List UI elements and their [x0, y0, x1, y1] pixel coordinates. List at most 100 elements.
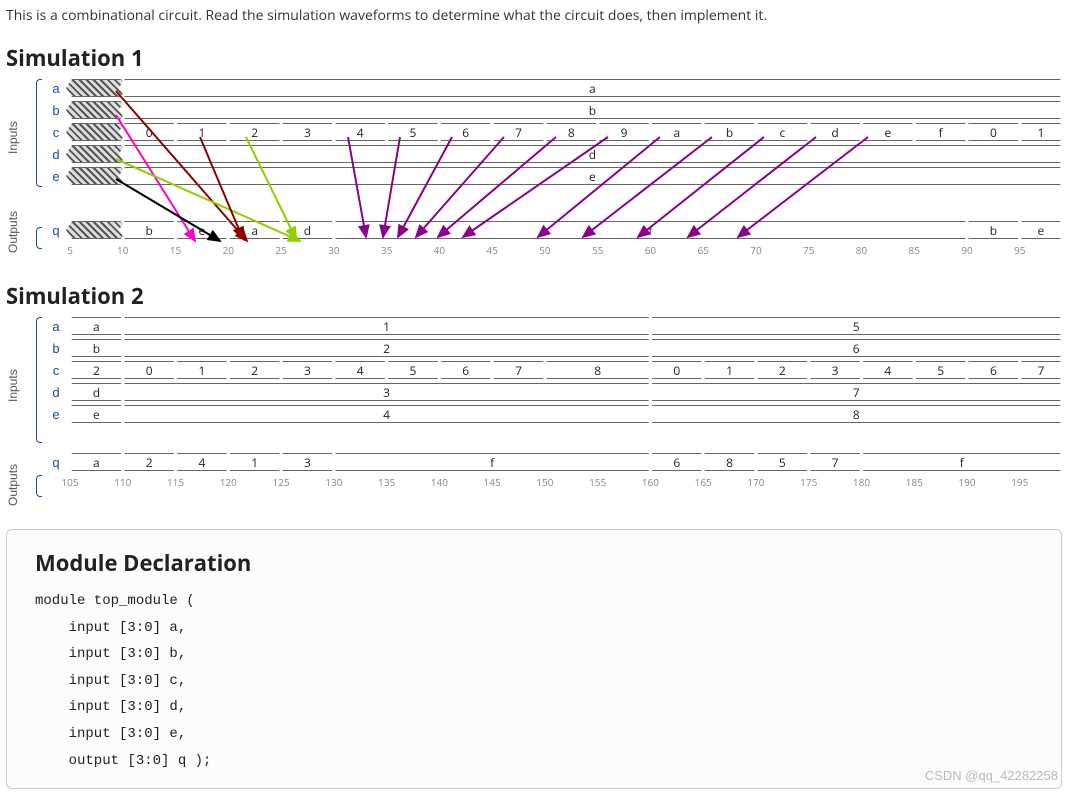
- wave-cell: [66, 145, 127, 163]
- time-tick: 185: [906, 475, 923, 489]
- wave-cell: 3: [277, 123, 338, 141]
- wave-cell: f: [330, 453, 655, 471]
- wave-cell: 2: [752, 361, 813, 379]
- time-tick: 30: [328, 243, 339, 257]
- sim1-row-b: bb: [42, 101, 1062, 119]
- time-tick: 20: [223, 243, 234, 257]
- inputs-bracket: [36, 79, 42, 187]
- wave-cell: f: [857, 453, 1066, 471]
- time-tick: 195: [1011, 475, 1028, 489]
- wave-cell: 6: [963, 361, 1024, 379]
- wave-cell: 0: [119, 361, 180, 379]
- time-tick: 45: [486, 243, 497, 257]
- wave-cell: b: [963, 221, 1024, 239]
- time-tick: 65: [697, 243, 708, 257]
- wave-cell: e: [66, 405, 127, 423]
- wave-cell: 3: [805, 361, 866, 379]
- sim2-row-d: dd37: [42, 383, 1062, 401]
- wave-cell: 4: [330, 361, 391, 379]
- time-tick: 190: [958, 475, 975, 489]
- time-tick: 5: [67, 243, 73, 257]
- time-tick: 165: [695, 475, 712, 489]
- signal-label-c2: c: [42, 361, 70, 379]
- wave-cell: e: [857, 123, 918, 141]
- wave-cell: 7: [488, 123, 549, 141]
- wave-cell: 6: [435, 361, 496, 379]
- wave-cell: 3: [277, 361, 338, 379]
- time-tick: 70: [750, 243, 761, 257]
- wave-cell: [66, 79, 127, 97]
- signal-label-a2: a: [42, 317, 70, 335]
- wave-cell: d: [277, 221, 338, 239]
- time-tick: 150: [536, 475, 553, 489]
- wave-cell: 2: [66, 361, 127, 379]
- sim1-row-q: qbeadfbe: [42, 221, 1062, 239]
- time-tick: 115: [167, 475, 184, 489]
- wave-cell: c: [752, 123, 813, 141]
- time-tick: 50: [539, 243, 550, 257]
- wave-cell: [66, 123, 127, 141]
- wave-cell: 0: [119, 123, 180, 141]
- time-tick: 140: [431, 475, 448, 489]
- wave-cell: e: [172, 221, 233, 239]
- wave-cell: [66, 221, 127, 239]
- sim1-row-a: aa: [42, 79, 1062, 97]
- time-tick: 60: [645, 243, 656, 257]
- time-tick: 160: [642, 475, 659, 489]
- time-tick: 170: [747, 475, 764, 489]
- signal-label-a: a: [42, 79, 70, 97]
- wave-cell: f: [910, 123, 971, 141]
- module-declaration-box: Module Declaration module top_module ( i…: [6, 529, 1062, 789]
- signal-label-q: q: [42, 221, 70, 239]
- wave-cell: d: [66, 383, 127, 401]
- signal-label-b2: b: [42, 339, 70, 357]
- wave-cell: 7: [488, 361, 549, 379]
- signal-label-d: d: [42, 145, 70, 163]
- wave-cell: b: [119, 101, 1066, 119]
- wave-cell: 8: [699, 453, 760, 471]
- wave-cell: 1: [224, 453, 285, 471]
- sim2-title: Simulation 2: [6, 281, 1062, 311]
- wave-cell: [66, 101, 127, 119]
- sim1-row-c: c0123456789abcdef01: [42, 123, 1062, 141]
- wave-cell: 4: [857, 361, 918, 379]
- module-declaration-title: Module Declaration: [35, 548, 1033, 578]
- wave-cell: 8: [541, 361, 655, 379]
- wave-cell: 7: [805, 453, 866, 471]
- time-tick: 145: [484, 475, 501, 489]
- time-tick: 55: [592, 243, 603, 257]
- wave-cell: 0: [646, 361, 707, 379]
- time-tick: 105: [61, 475, 78, 489]
- wave-cell: 5: [383, 123, 444, 141]
- time-tick: 180: [853, 475, 870, 489]
- intro-text: This is a combinational circuit. Read th…: [6, 6, 1062, 25]
- signal-label-c: c: [42, 123, 70, 141]
- time-tick: 175: [800, 475, 817, 489]
- sim1-row-e: ee: [42, 167, 1062, 185]
- outputs-label: Outputs: [6, 197, 38, 267]
- time-tick: 110: [114, 475, 131, 489]
- signal-label-e2: e: [42, 405, 70, 423]
- time-tick: 125: [272, 475, 289, 489]
- wave-cell: d: [805, 123, 866, 141]
- time-tick: 25: [275, 243, 286, 257]
- wave-cell: a: [646, 123, 707, 141]
- time-tick: 10: [117, 243, 128, 257]
- wave-cell: 2: [119, 339, 655, 357]
- wave-cell: 5: [383, 361, 444, 379]
- time-tick: 40: [434, 243, 445, 257]
- signal-label-d2: d: [42, 383, 70, 401]
- inputs-label-2: Inputs: [6, 317, 38, 455]
- wave-cell: b: [699, 123, 760, 141]
- wave-cell: 5: [752, 453, 813, 471]
- time-tick: 135: [378, 475, 395, 489]
- wave-cell: 3: [119, 383, 655, 401]
- wave-cell: 6: [435, 123, 496, 141]
- time-tick: 15: [170, 243, 181, 257]
- wave-cell: 2: [224, 123, 285, 141]
- wave-cell: 5: [646, 317, 1066, 335]
- sim1-title: Simulation 1: [6, 43, 1062, 73]
- sim2-row-b: bb26: [42, 339, 1062, 357]
- wave-cell: a: [224, 221, 285, 239]
- outputs-label-2: Outputs: [6, 455, 38, 515]
